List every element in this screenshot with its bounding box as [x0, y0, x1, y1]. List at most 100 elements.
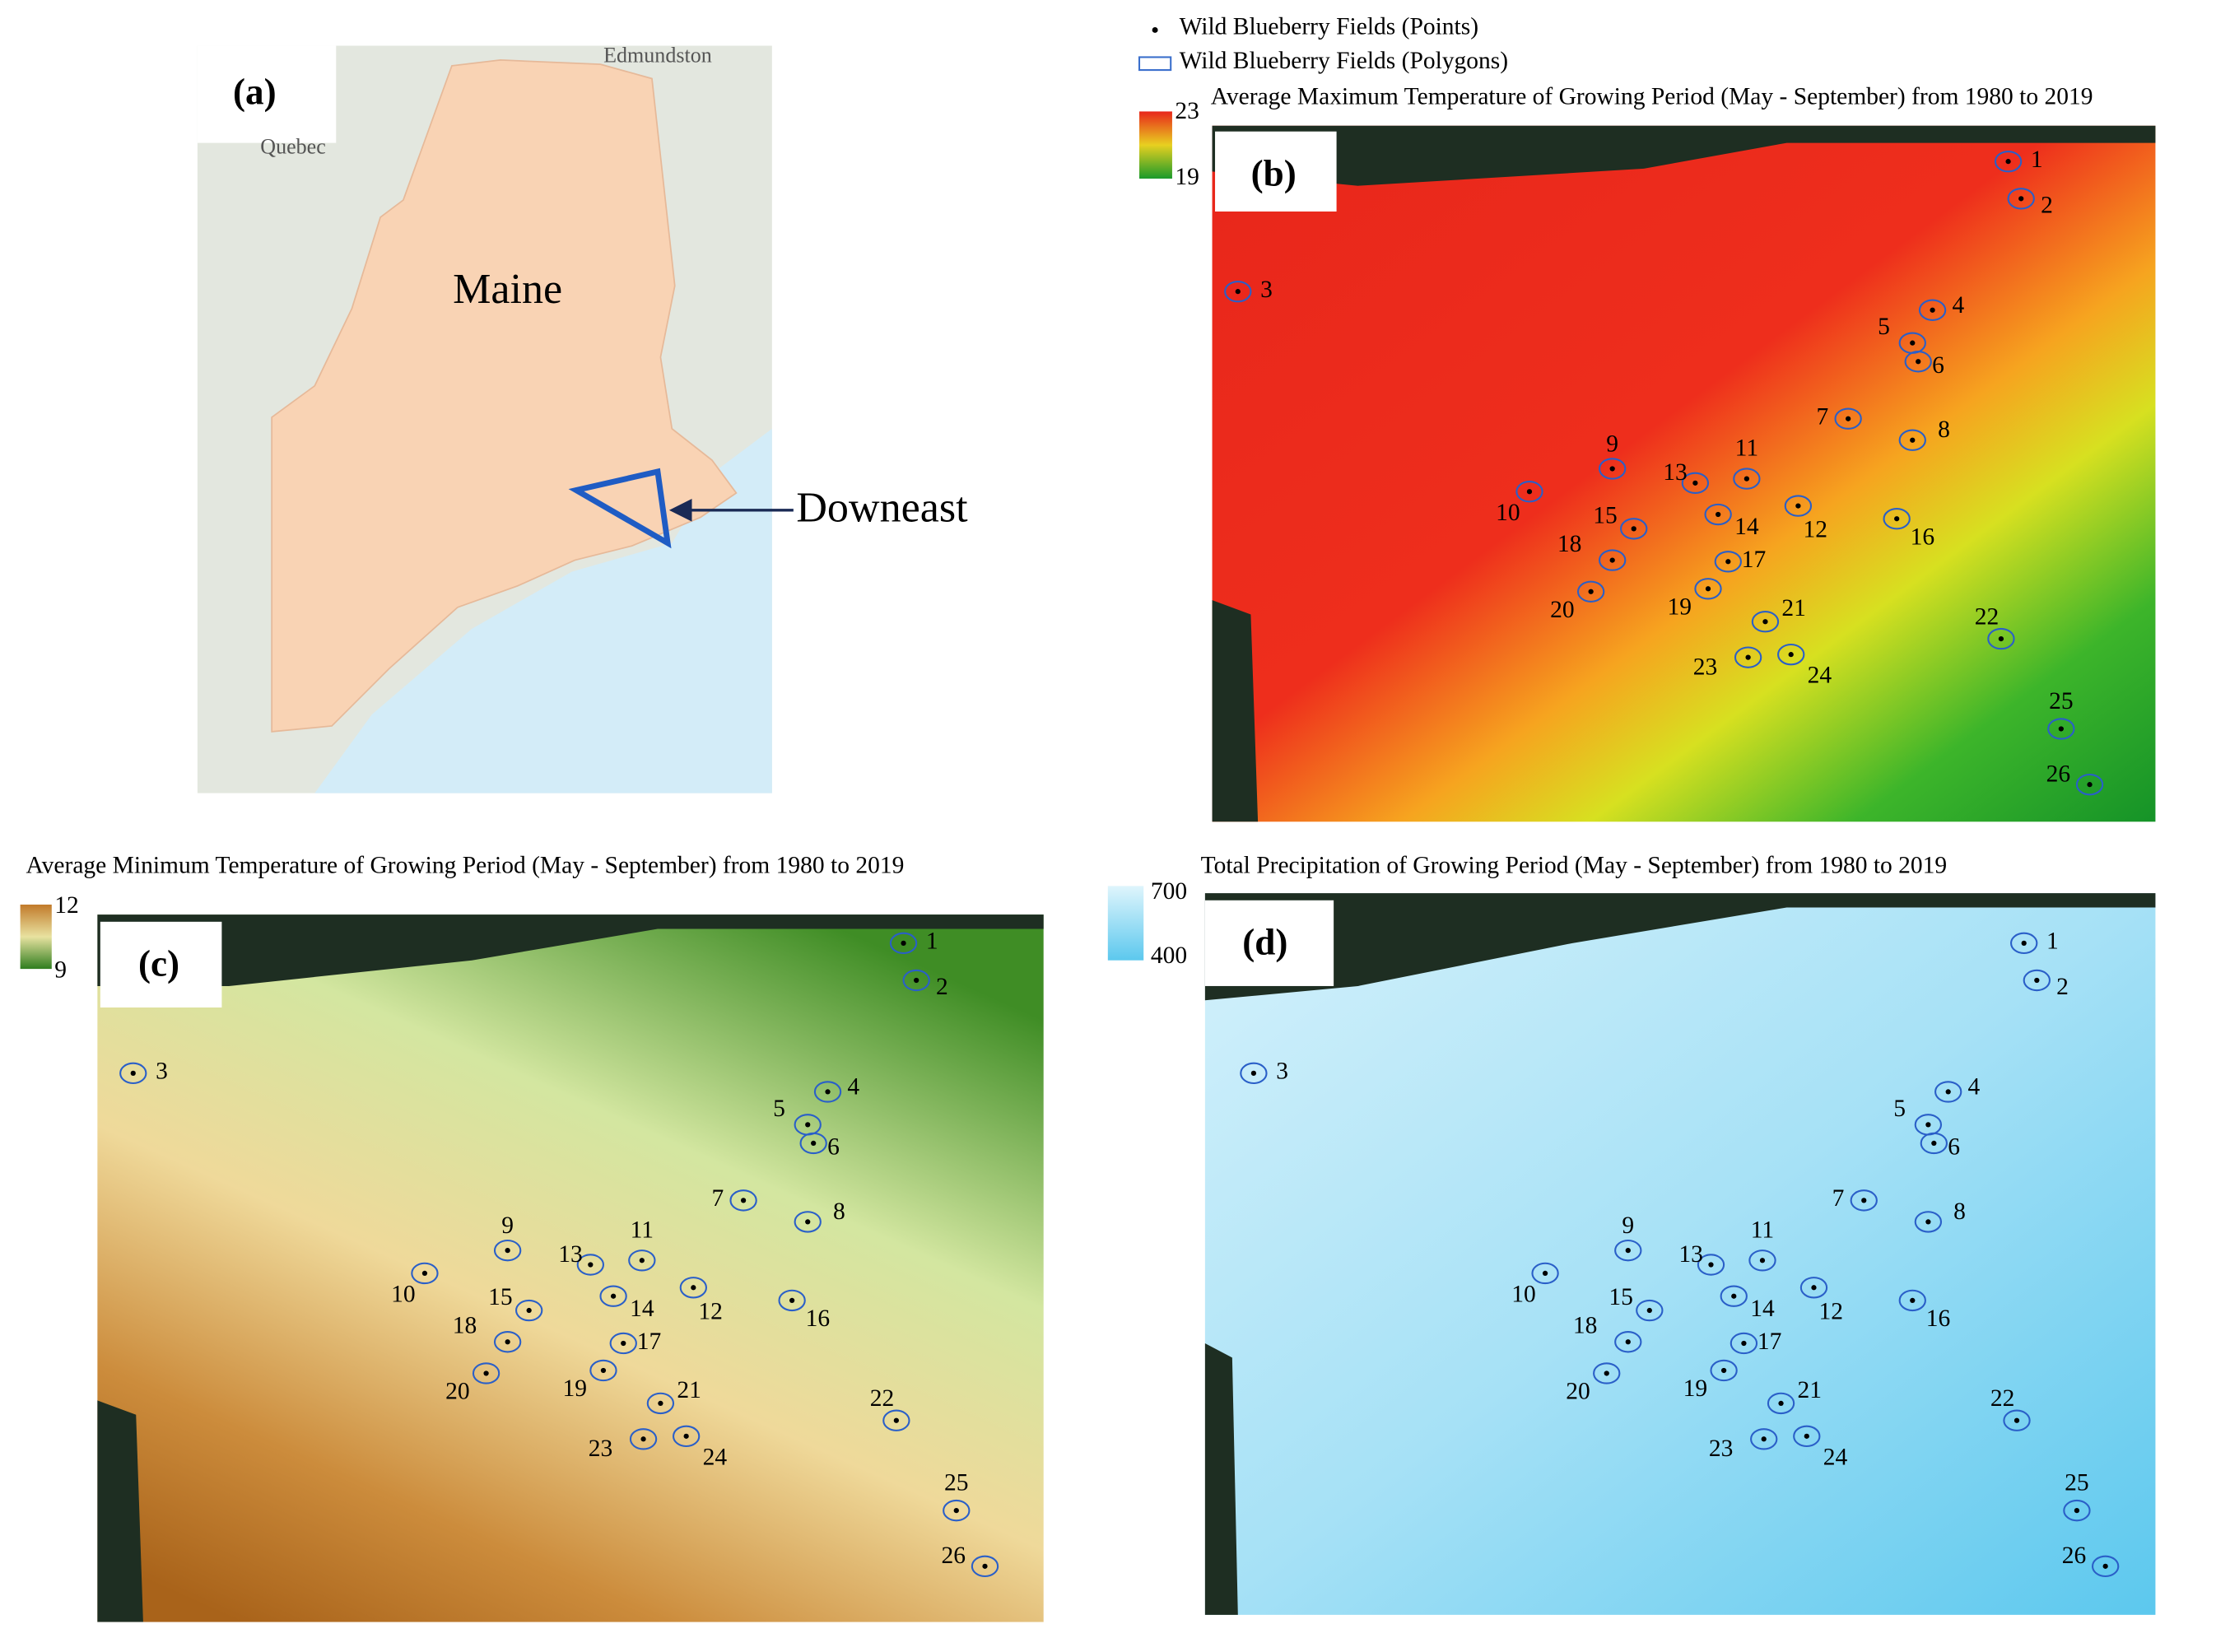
field-point — [914, 977, 919, 984]
field-label: 12 — [1803, 517, 1827, 543]
field-polygon — [971, 1555, 999, 1578]
field-point — [526, 1307, 532, 1314]
scale-min: 19 — [1175, 164, 1199, 190]
panel-b: Average Maximum Temperature of Growing P… — [1139, 84, 2156, 822]
field-polygon — [1898, 429, 1926, 451]
field-point — [1725, 559, 1731, 565]
field-point — [1759, 1258, 1766, 1263]
field-polygon — [1777, 643, 1805, 666]
field-label: 9 — [501, 1212, 514, 1239]
field-point — [2087, 782, 2093, 788]
field-polygon — [1697, 1254, 1725, 1276]
field-polygon — [778, 1289, 806, 1312]
field-label: 16 — [1911, 524, 1935, 550]
legend: Wild Blueberry Fields (Points) Wild Blue… — [1138, 13, 1508, 74]
field-point — [1910, 340, 1916, 346]
field-point — [1609, 466, 1615, 472]
field-polygon — [1994, 150, 2023, 173]
scale-max: 12 — [54, 892, 78, 919]
field-polygon — [1240, 1062, 1268, 1085]
field-polygon — [672, 1425, 701, 1448]
field-label: 17 — [637, 1329, 662, 1355]
dark-area — [1212, 600, 1259, 822]
color-bar — [1139, 111, 1172, 179]
field-polygon — [1734, 646, 1762, 668]
field-label: 15 — [1593, 502, 1618, 528]
field-label: 6 — [1948, 1134, 1960, 1161]
scale-max: 23 — [1175, 98, 1199, 124]
field-label: 8 — [1953, 1198, 1966, 1225]
field-polygon — [1920, 1132, 1948, 1155]
field-point — [1716, 511, 1721, 518]
field-label: 22 — [1990, 1385, 2015, 1412]
field-point — [2074, 1507, 2080, 1514]
field-point — [2021, 940, 2027, 946]
field-point — [1778, 1400, 1784, 1407]
field-polygon — [2010, 932, 2038, 955]
field-point — [2058, 726, 2064, 732]
field-point — [505, 1248, 510, 1254]
field-label: 13 — [558, 1241, 582, 1268]
scale-min: 9 — [54, 956, 67, 983]
field-label: 1 — [926, 928, 938, 955]
field-label: 15 — [488, 1284, 512, 1310]
field-polygon — [1599, 549, 1627, 571]
field-point — [1631, 526, 1636, 532]
field-label: 8 — [833, 1198, 845, 1225]
field-polygon — [799, 1132, 827, 1155]
field-polygon — [2023, 969, 2051, 992]
field-point — [1526, 489, 1533, 495]
field-point — [982, 1563, 988, 1569]
field-label: 22 — [1975, 604, 2000, 631]
field-point — [893, 1417, 899, 1423]
field-label: 24 — [1823, 1444, 1848, 1470]
field-polygon — [1515, 481, 1543, 503]
place-name: Quebec — [260, 135, 325, 159]
dark-area — [1204, 1343, 1238, 1615]
region-name: Downeast — [796, 484, 968, 531]
field-polygon — [889, 932, 918, 955]
field-polygon — [411, 1262, 439, 1285]
field-point — [1804, 1433, 1809, 1439]
field-point — [1762, 619, 1768, 625]
field-polygon — [1987, 627, 2015, 650]
sea — [314, 428, 772, 793]
field-polygon — [1720, 1285, 1748, 1307]
dark-area — [97, 914, 1044, 986]
field-label: 8 — [1938, 416, 1950, 443]
field-point — [1910, 1297, 1916, 1304]
field-label: 22 — [870, 1385, 895, 1412]
panel-label: (a) — [233, 72, 277, 113]
raster — [1204, 893, 2156, 1615]
field-point — [811, 1140, 817, 1147]
field-label: 12 — [698, 1298, 723, 1324]
field-polygon — [1681, 472, 1710, 495]
field-point — [1692, 480, 1698, 486]
field-label: 5 — [773, 1096, 785, 1122]
legend-text: Wild Blueberry Fields (Polygons) — [1180, 48, 1508, 74]
field-point — [1916, 359, 1921, 365]
field-point — [658, 1400, 663, 1407]
field-label: 23 — [589, 1436, 612, 1462]
field-polygon — [1620, 518, 1648, 540]
panel-title: Average Maximum Temperature of Growing P… — [1211, 84, 2093, 110]
field-label: 1 — [2031, 147, 2043, 173]
field-label: 2 — [2056, 974, 2069, 1000]
field-label: 20 — [1550, 597, 1575, 623]
field-polygon — [1694, 578, 1722, 600]
field-polygon — [628, 1249, 656, 1272]
field-polygon — [2091, 1555, 2120, 1578]
field-point — [2034, 977, 2040, 984]
field-polygon — [1793, 1425, 1821, 1448]
legend-text: Wild Blueberry Fields (Points) — [1180, 13, 1478, 40]
field-label: 3 — [1276, 1059, 1288, 1085]
field-point — [1720, 1367, 1727, 1374]
field-label: 14 — [1734, 514, 1759, 540]
field-label: 4 — [1952, 292, 1964, 319]
field-label: 13 — [1663, 459, 1688, 486]
label-box — [1215, 131, 1337, 212]
field-label: 2 — [936, 974, 948, 1000]
field-point — [1625, 1339, 1631, 1345]
field-point — [2005, 159, 2011, 165]
